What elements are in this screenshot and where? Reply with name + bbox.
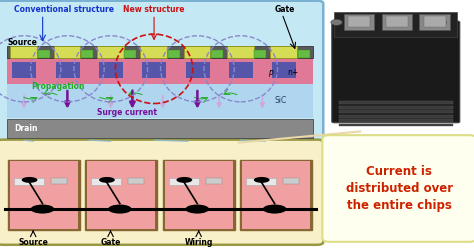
Bar xyxy=(54,46,81,58)
Bar xyxy=(12,62,36,78)
Bar xyxy=(169,178,199,185)
Bar xyxy=(254,50,266,58)
Bar xyxy=(424,16,446,27)
Bar xyxy=(91,178,121,185)
Bar xyxy=(339,124,453,126)
Text: Propagation: Propagation xyxy=(31,82,84,91)
Bar xyxy=(186,62,210,78)
FancyBboxPatch shape xyxy=(322,135,474,242)
Bar xyxy=(339,101,453,104)
Bar xyxy=(10,46,37,58)
Text: Gate: Gate xyxy=(275,5,295,14)
Ellipse shape xyxy=(22,177,37,183)
Bar xyxy=(339,106,453,109)
Bar xyxy=(240,160,312,230)
Circle shape xyxy=(331,19,342,25)
Bar xyxy=(227,46,254,58)
Bar xyxy=(7,58,313,118)
Bar xyxy=(246,178,276,185)
Bar xyxy=(10,161,78,229)
Bar xyxy=(348,16,370,27)
Ellipse shape xyxy=(176,177,192,183)
Ellipse shape xyxy=(108,205,132,214)
Bar xyxy=(339,119,453,122)
Bar xyxy=(97,46,124,58)
FancyBboxPatch shape xyxy=(0,140,323,245)
Bar xyxy=(382,14,412,30)
Bar xyxy=(7,46,313,58)
Text: SiC: SiC xyxy=(275,96,287,105)
Bar xyxy=(51,178,67,185)
Bar xyxy=(386,16,408,27)
Bar xyxy=(229,62,253,78)
Bar xyxy=(211,50,223,58)
Text: Conventional structure: Conventional structure xyxy=(14,5,114,14)
Bar xyxy=(56,62,80,78)
Bar xyxy=(7,58,313,84)
Bar xyxy=(14,178,44,185)
Bar xyxy=(183,46,210,58)
Bar xyxy=(270,46,297,58)
Bar xyxy=(283,178,299,185)
Ellipse shape xyxy=(254,177,270,183)
Ellipse shape xyxy=(185,205,209,214)
Text: n+: n+ xyxy=(287,68,298,77)
FancyBboxPatch shape xyxy=(332,21,460,123)
Text: Drain: Drain xyxy=(14,124,38,133)
Text: Wiring: Wiring xyxy=(184,238,213,247)
FancyBboxPatch shape xyxy=(0,1,323,142)
Ellipse shape xyxy=(31,205,55,214)
Text: New structure: New structure xyxy=(123,5,185,14)
Bar xyxy=(339,110,453,113)
Text: p: p xyxy=(268,68,273,77)
Bar xyxy=(85,160,157,230)
Text: Gate: Gate xyxy=(100,238,121,247)
Bar xyxy=(140,46,167,58)
Bar xyxy=(165,161,233,229)
Bar xyxy=(142,62,166,78)
Text: Surge current: Surge current xyxy=(97,108,157,117)
Bar xyxy=(334,12,457,37)
Bar xyxy=(128,178,144,185)
Bar xyxy=(87,161,155,229)
Bar xyxy=(81,50,93,58)
Bar xyxy=(206,178,222,185)
Bar xyxy=(344,14,374,30)
Ellipse shape xyxy=(263,205,286,214)
Bar xyxy=(8,160,80,230)
Bar xyxy=(99,62,123,78)
Bar xyxy=(167,50,180,58)
Text: Source: Source xyxy=(18,238,48,247)
Text: Source: Source xyxy=(7,38,37,47)
Circle shape xyxy=(435,19,447,25)
Bar xyxy=(242,161,310,229)
Bar xyxy=(7,119,313,138)
Bar xyxy=(273,62,296,78)
Bar xyxy=(339,115,453,118)
Bar xyxy=(163,160,235,230)
Text: Current is
distributed over
the entire chips: Current is distributed over the entire c… xyxy=(346,165,453,212)
Bar xyxy=(298,50,310,58)
Bar xyxy=(37,50,50,58)
Bar xyxy=(419,14,450,30)
Bar xyxy=(124,50,137,58)
Ellipse shape xyxy=(99,177,115,183)
